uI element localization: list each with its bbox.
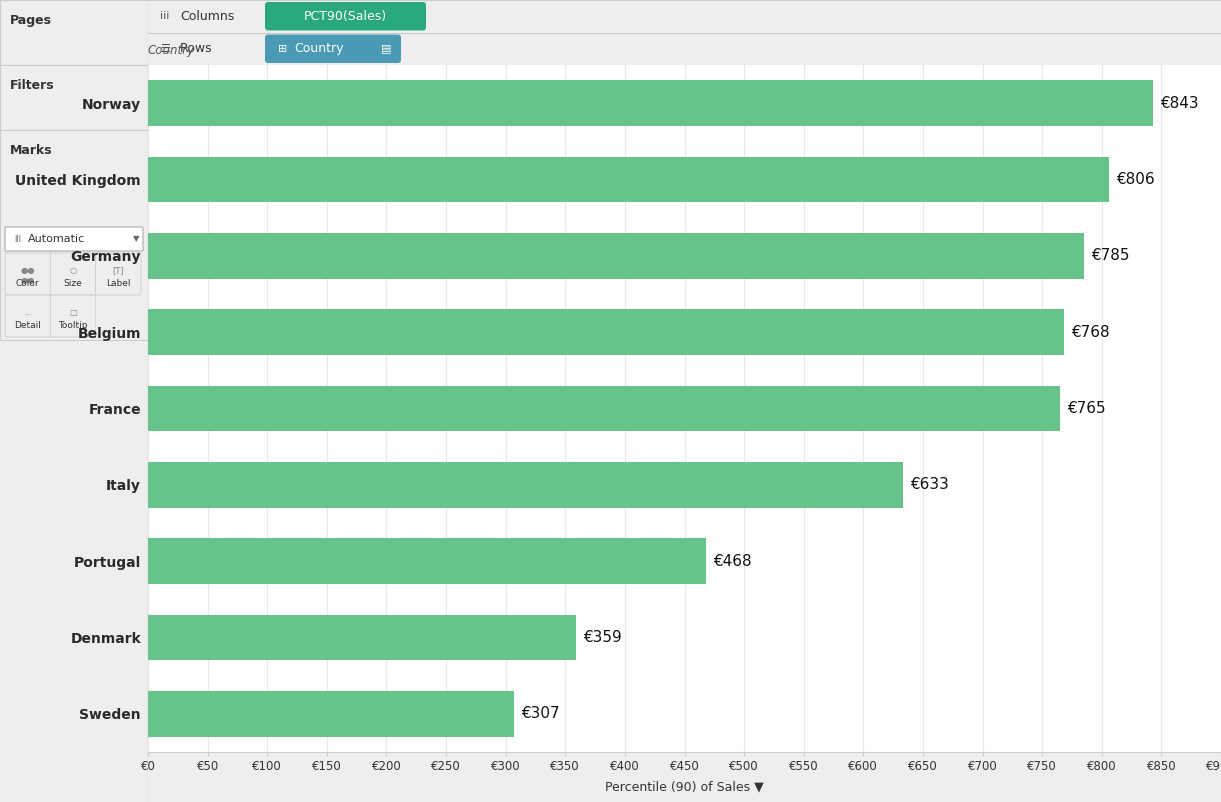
Text: Country: Country bbox=[148, 44, 195, 57]
Text: ○: ○ bbox=[70, 266, 77, 275]
Text: €359: €359 bbox=[584, 630, 621, 645]
Text: €633: €633 bbox=[910, 477, 949, 492]
Text: Rows: Rows bbox=[179, 43, 212, 55]
Bar bbox=[148, 233, 1084, 279]
Text: ●●
●●: ●● ●● bbox=[21, 266, 35, 286]
Text: €768: €768 bbox=[1071, 325, 1110, 340]
Text: Color: Color bbox=[16, 279, 39, 288]
Bar bbox=[148, 614, 576, 660]
Text: Columns: Columns bbox=[179, 10, 234, 22]
Text: €468: €468 bbox=[713, 553, 752, 569]
Text: Country: Country bbox=[294, 43, 343, 55]
FancyBboxPatch shape bbox=[50, 253, 95, 295]
FancyBboxPatch shape bbox=[265, 2, 426, 30]
Bar bbox=[148, 310, 1063, 355]
Text: [T]: [T] bbox=[112, 266, 125, 275]
Text: Size: Size bbox=[63, 279, 82, 288]
Text: Marks: Marks bbox=[10, 144, 53, 157]
Text: €307: €307 bbox=[521, 707, 559, 721]
Text: ⊞: ⊞ bbox=[278, 44, 287, 54]
FancyBboxPatch shape bbox=[5, 227, 143, 251]
Text: €785: €785 bbox=[1092, 249, 1129, 263]
X-axis label: Percentile (90) of Sales ▼: Percentile (90) of Sales ▼ bbox=[606, 780, 764, 793]
Bar bbox=[148, 386, 1060, 431]
Bar bbox=[148, 691, 514, 737]
Bar bbox=[0, 130, 148, 340]
Text: Pages: Pages bbox=[10, 14, 53, 27]
Text: PCT90(Sales): PCT90(Sales) bbox=[304, 10, 387, 22]
Text: ...: ... bbox=[23, 308, 32, 317]
Text: ☰: ☰ bbox=[160, 44, 170, 54]
Text: □: □ bbox=[70, 308, 77, 317]
FancyBboxPatch shape bbox=[5, 295, 50, 337]
Text: Detail: Detail bbox=[15, 321, 42, 330]
Text: Automatic: Automatic bbox=[28, 234, 85, 244]
Text: lll: lll bbox=[13, 234, 21, 244]
Text: Label: Label bbox=[106, 279, 131, 288]
Text: ▼: ▼ bbox=[133, 234, 139, 244]
FancyBboxPatch shape bbox=[265, 34, 400, 63]
Bar bbox=[0, 65, 148, 130]
Bar bbox=[148, 80, 1153, 126]
Bar bbox=[148, 462, 902, 508]
Text: Filters: Filters bbox=[10, 79, 55, 92]
Bar bbox=[148, 538, 706, 584]
Bar bbox=[148, 156, 1109, 202]
Text: ▤: ▤ bbox=[381, 44, 391, 54]
FancyBboxPatch shape bbox=[95, 253, 140, 295]
Bar bbox=[0, 0, 148, 65]
Text: €765: €765 bbox=[1067, 401, 1106, 416]
Text: €806: €806 bbox=[1116, 172, 1155, 187]
Text: iii: iii bbox=[160, 11, 170, 21]
Text: €843: €843 bbox=[1160, 95, 1199, 111]
FancyBboxPatch shape bbox=[5, 253, 50, 295]
Text: Tooltip: Tooltip bbox=[59, 321, 88, 330]
FancyBboxPatch shape bbox=[50, 295, 95, 337]
